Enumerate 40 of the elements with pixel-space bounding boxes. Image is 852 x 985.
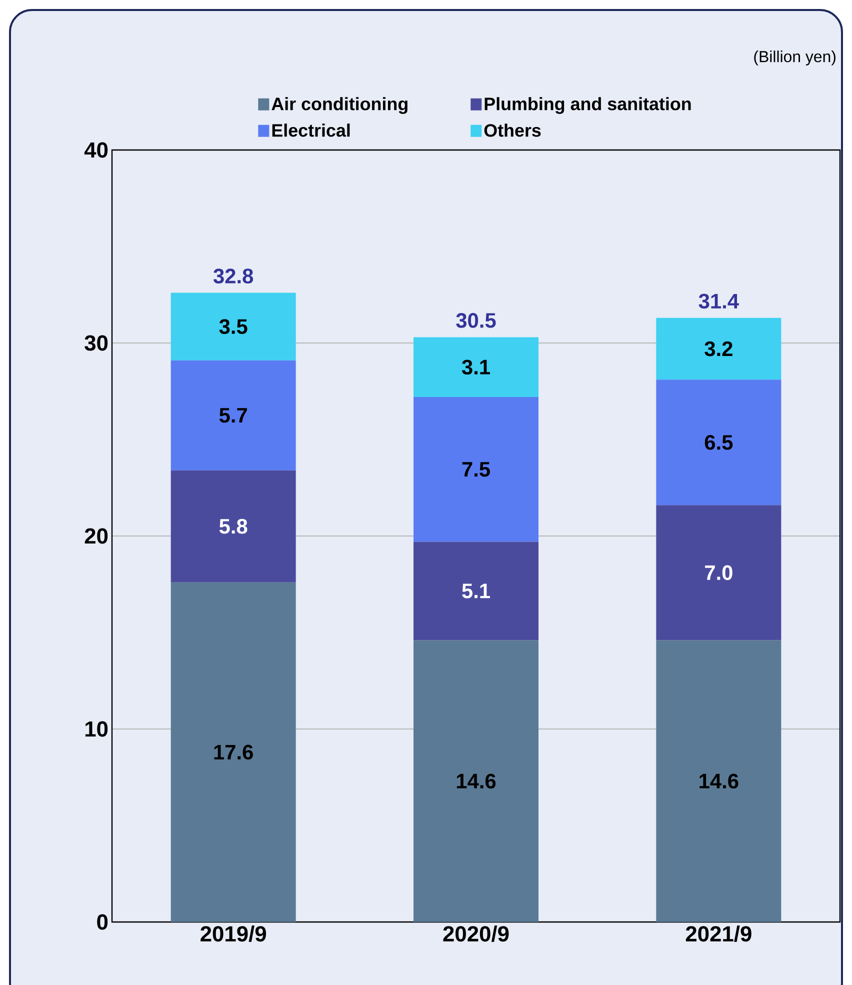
total-label: 32.8 [213, 268, 254, 284]
data-label: 7.0 [705, 565, 732, 580]
bar [414, 397, 538, 542]
bar [414, 640, 538, 922]
x-tick-label: 2020/9 [443, 926, 509, 942]
x-tick-label: 2021/9 [686, 926, 752, 942]
y-tick-label: 10 [85, 721, 108, 737]
bar [656, 318, 782, 380]
bar [170, 360, 296, 470]
bar [656, 505, 782, 640]
bar [656, 640, 782, 922]
data-label: 6.5 [704, 434, 733, 450]
y-tick-label: 0 [97, 914, 108, 930]
legend-label: Plumbing and sanitation [484, 97, 691, 114]
text: (Billion yen) [754, 50, 836, 66]
data-label: 5.1 [462, 584, 490, 598]
bar [656, 380, 782, 506]
y-tick-label: 40 [84, 142, 108, 158]
data-label: 3.1 [462, 360, 490, 375]
y-tick-label: 20 [84, 528, 108, 544]
x-tick-label: 2019/9 [200, 926, 266, 942]
data-label: 14.6 [456, 774, 496, 789]
y-tick-label: 30 [84, 335, 108, 351]
data-label: 5.7 [219, 408, 247, 423]
bar [170, 292, 296, 360]
bar [170, 582, 296, 922]
total-label: 31.4 [698, 294, 739, 309]
legend-label: Air conditioning [272, 97, 408, 114]
data-label: 3.2 [704, 341, 732, 356]
total-label: 30.5 [456, 313, 496, 328]
data-label: 5.8 [219, 518, 248, 534]
data-label: 3.5 [219, 319, 248, 334]
bar [170, 470, 296, 582]
data-label: 7.5 [462, 462, 490, 477]
bar [414, 337, 538, 398]
legend-label: Others [484, 124, 541, 137]
data-label: 17.6 [214, 744, 253, 760]
bar [414, 542, 538, 640]
legend-label: Electrical [272, 124, 350, 137]
data-label: 14.6 [700, 774, 738, 789]
